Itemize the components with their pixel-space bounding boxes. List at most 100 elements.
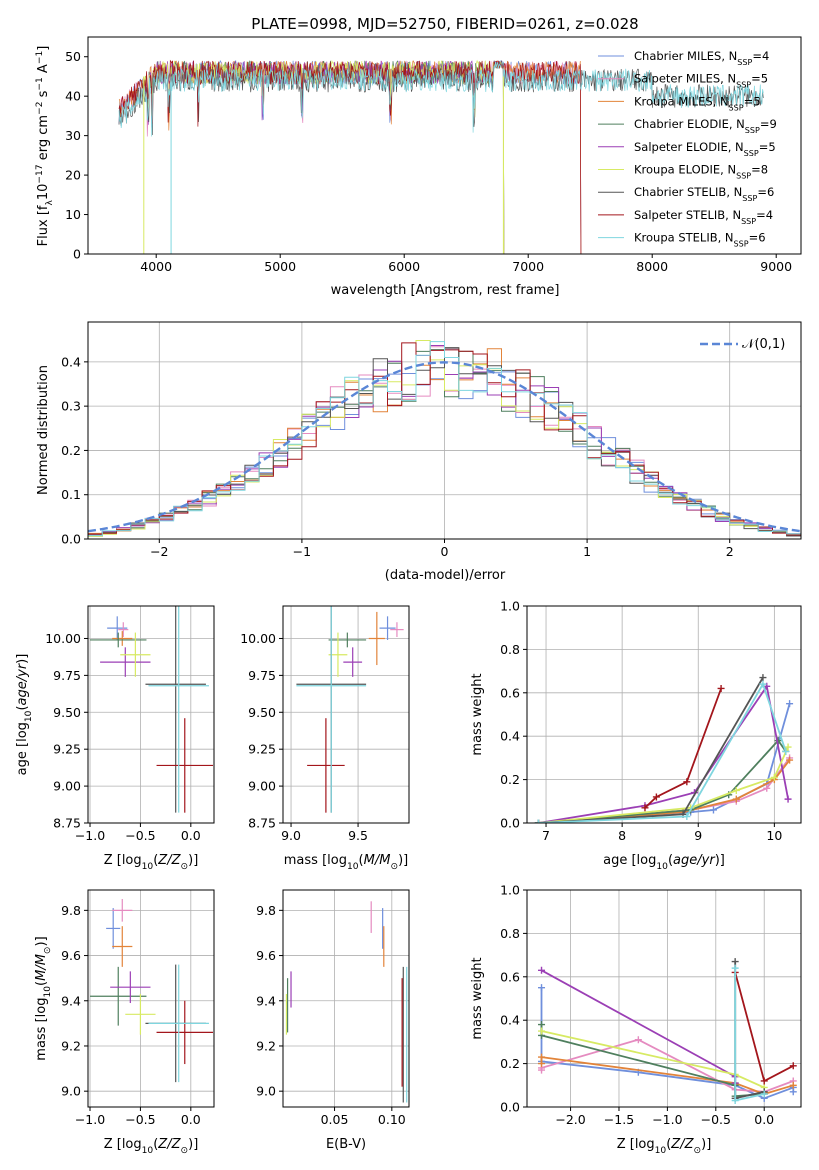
x-tick-label: 9.5 xyxy=(348,828,368,843)
y-tick-label: 0.2 xyxy=(500,772,520,787)
weight-marker xyxy=(789,1088,797,1096)
legend: Chabrier MILES, NSSP=4 Salpeter MILES, NS… xyxy=(598,49,777,248)
y-tick-label: 1.0 xyxy=(500,599,520,614)
y-tick-label: 9.0 xyxy=(256,1084,276,1099)
x-tick-label: 0.0 xyxy=(181,1112,201,1127)
y-tick-label: 10.00 xyxy=(240,631,276,646)
data-point xyxy=(125,993,156,1035)
y-tick-label: 0.6 xyxy=(500,969,520,984)
data-point xyxy=(118,622,129,637)
weight-marker xyxy=(731,964,739,972)
data-point xyxy=(343,647,363,677)
legend-label: 𝒩(0,1) xyxy=(742,337,785,352)
weight-line xyxy=(538,681,787,823)
x-tick-label: −1.0 xyxy=(75,1112,105,1127)
weight-marker xyxy=(534,819,542,823)
y-tick-label: 9.50 xyxy=(53,705,81,720)
y-tick-label: 9.6 xyxy=(61,948,81,963)
weight-marker xyxy=(786,756,794,764)
panel-mass_vs_Z: −1.0 −0.5 0.0 9.0 9.2 9.4 9.6 9.8 Z [log10(Z/Z⊙)… xyxy=(34,889,215,1156)
weight-marker xyxy=(789,1081,797,1089)
x-tick-label: 1 xyxy=(583,544,591,559)
weight-marker xyxy=(641,804,649,812)
figure-title: PLATE=0998, MJD=52750, FIBERID=0261, z=0… xyxy=(251,15,638,33)
y-tick-label: 0.4 xyxy=(500,1013,520,1028)
axes-frame xyxy=(87,889,215,1108)
x-tick-label: −0.5 xyxy=(701,1112,731,1127)
y-tick-label: 9.75 xyxy=(248,668,276,683)
axes-frame xyxy=(87,36,802,255)
y-tick-label: 40 xyxy=(65,89,81,104)
y-tick-label: 10 xyxy=(65,207,81,222)
weight-marker xyxy=(538,1027,546,1035)
data-point xyxy=(307,718,345,813)
data-point xyxy=(390,622,404,637)
data-point xyxy=(112,631,133,646)
y-tick-label: 9.75 xyxy=(53,668,81,683)
data-point xyxy=(328,632,367,648)
x-tick-label: 5000 xyxy=(264,259,296,274)
y-tick-label: 9.4 xyxy=(61,993,81,1008)
weight-marker xyxy=(683,812,691,820)
x-tick-label: −2 xyxy=(150,544,168,559)
panel-age_vs_Z: −1.0 −0.5 0.0 8.75 9.00 9.25 9.50 9.75 10.00 Z [l… xyxy=(15,605,215,872)
weight-marker xyxy=(759,674,767,682)
y-tick-label: 9.2 xyxy=(256,1038,276,1053)
y-tick-label: 0.8 xyxy=(500,926,520,941)
y-tick-label: 0.0 xyxy=(500,1100,520,1115)
plot-area xyxy=(118,59,764,254)
y-tick-label: 10.00 xyxy=(45,631,81,646)
weight-line xyxy=(644,688,722,809)
panel-age_vs_mass: 9.0 9.5 8.75 9.00 9.25 9.50 9.75 10.00 mass [log… xyxy=(240,605,410,872)
data-point xyxy=(110,971,151,1004)
weight-marker xyxy=(732,795,740,803)
spectrum-line xyxy=(118,61,764,137)
weight-marker xyxy=(717,684,725,692)
y-axis-label: mass [log10(M/M⊙)] xyxy=(34,936,53,1060)
y-tick-label: 50 xyxy=(65,49,81,64)
y-tick-label: 9.50 xyxy=(248,705,276,720)
weight-marker xyxy=(538,966,546,974)
weight-marker xyxy=(763,784,771,792)
y-axis-label: Normed distribution xyxy=(36,365,51,495)
data-point xyxy=(156,1000,213,1065)
legend-label: Chabrier MILES, NSSP=4 xyxy=(634,49,769,67)
panel-residuals: −2 −1 0 1 2 0.0 0.1 0.2 0.3 0.4 (data-model)/error… xyxy=(36,321,802,583)
y-tick-label: 0.3 xyxy=(61,399,81,414)
x-tick-label: 10 xyxy=(766,828,782,843)
data-point xyxy=(90,632,147,648)
x-tick-label: 2 xyxy=(726,544,734,559)
weight-marker xyxy=(784,795,792,803)
y-tick-label: 9.25 xyxy=(248,742,276,757)
y-tick-label: 9.4 xyxy=(256,993,276,1008)
histogram-series xyxy=(88,341,801,536)
x-tick-label: 0.10 xyxy=(378,1112,406,1127)
data-point xyxy=(148,964,209,1083)
x-tick-label: 9.0 xyxy=(281,828,301,843)
data-point xyxy=(120,632,151,677)
y-tick-label: 30 xyxy=(65,128,81,143)
y-tick-label: 0.2 xyxy=(61,443,81,458)
axes-frame xyxy=(87,605,215,824)
x-axis-label: Z [log10(Z/Z⊙)] xyxy=(104,853,199,872)
weight-marker xyxy=(784,743,792,751)
x-tick-label: 4000 xyxy=(140,259,172,274)
y-tick-label: 9.8 xyxy=(61,903,81,918)
x-tick-label: −1 xyxy=(293,544,311,559)
y-tick-label: 9.6 xyxy=(256,948,276,963)
x-axis-label: age [log10(age/yr)] xyxy=(603,853,725,872)
axes-frame xyxy=(526,605,802,824)
weight-marker xyxy=(786,700,794,708)
x-axis-label: E(B-V) xyxy=(326,1137,366,1152)
weight-marker xyxy=(731,958,739,966)
data-point xyxy=(100,647,151,677)
data-point xyxy=(112,899,133,922)
x-tick-label: 0.0 xyxy=(754,1112,774,1127)
plot-area xyxy=(534,674,794,823)
legend-label: Salpeter ELODIE, NSSP=5 xyxy=(634,140,776,158)
y-tick-label: 9.8 xyxy=(256,903,276,918)
y-tick-label: 0 xyxy=(73,247,81,262)
weight-marker xyxy=(538,984,546,992)
axes-frame xyxy=(282,605,410,824)
